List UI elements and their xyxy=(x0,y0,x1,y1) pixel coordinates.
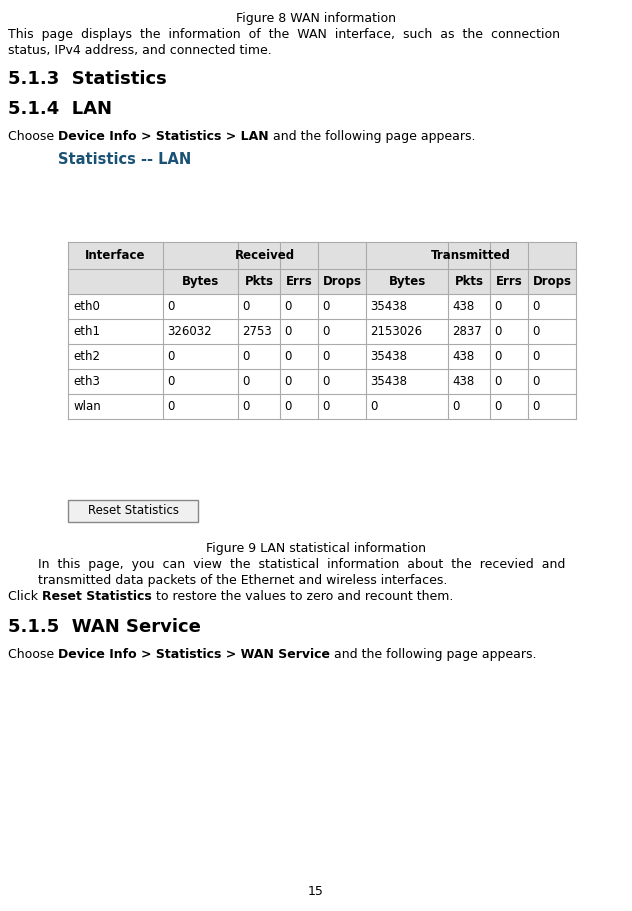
Text: 15: 15 xyxy=(308,885,324,898)
Bar xyxy=(68,242,576,269)
Text: to restore the values to zero and recount them.: to restore the values to zero and recoun… xyxy=(152,590,453,603)
Text: Click: Click xyxy=(8,590,42,603)
Text: Pkts: Pkts xyxy=(454,275,483,288)
Text: 0: 0 xyxy=(284,350,291,363)
Text: 0: 0 xyxy=(167,350,174,363)
Text: 0: 0 xyxy=(494,400,501,413)
Text: 0: 0 xyxy=(494,300,501,313)
Text: Device Info > Statistics > WAN Service: Device Info > Statistics > WAN Service xyxy=(58,648,330,661)
Text: eth0: eth0 xyxy=(73,300,100,313)
Text: Statistics -- LAN: Statistics -- LAN xyxy=(58,152,191,167)
Text: eth2: eth2 xyxy=(73,350,100,363)
Text: Figure 8 WAN information: Figure 8 WAN information xyxy=(236,12,396,25)
Text: 0: 0 xyxy=(322,375,329,388)
Text: Errs: Errs xyxy=(495,275,523,288)
Text: 5.1.5  WAN Service: 5.1.5 WAN Service xyxy=(8,618,201,636)
Text: 0: 0 xyxy=(242,350,250,363)
Text: 438: 438 xyxy=(452,300,474,313)
Text: 35438: 35438 xyxy=(370,350,407,363)
Text: Drops: Drops xyxy=(533,275,571,288)
Text: 0: 0 xyxy=(242,300,250,313)
Text: In  this  page,  you  can  view  the  statistical  information  about  the  rece: In this page, you can view the statistic… xyxy=(38,558,566,571)
Text: eth3: eth3 xyxy=(73,375,100,388)
Bar xyxy=(68,269,576,294)
Bar xyxy=(68,294,576,319)
Text: 0: 0 xyxy=(242,375,250,388)
Text: 0: 0 xyxy=(167,375,174,388)
Text: 2753: 2753 xyxy=(242,325,272,338)
Text: 35438: 35438 xyxy=(370,300,407,313)
Text: 326032: 326032 xyxy=(167,325,212,338)
Bar xyxy=(68,344,576,369)
Text: 0: 0 xyxy=(284,300,291,313)
Text: Pkts: Pkts xyxy=(245,275,274,288)
Text: 5.1.3  Statistics: 5.1.3 Statistics xyxy=(8,70,167,88)
Text: 0: 0 xyxy=(242,400,250,413)
Text: Figure 9 LAN statistical information: Figure 9 LAN statistical information xyxy=(206,542,426,555)
Text: 0: 0 xyxy=(322,300,329,313)
Text: 0: 0 xyxy=(322,400,329,413)
Text: 0: 0 xyxy=(370,400,377,413)
Text: Bytes: Bytes xyxy=(389,275,425,288)
Text: 35438: 35438 xyxy=(370,375,407,388)
Text: 0: 0 xyxy=(532,350,539,363)
Text: Interface: Interface xyxy=(85,249,146,262)
Text: 0: 0 xyxy=(284,400,291,413)
Text: status, IPv4 address, and connected time.: status, IPv4 address, and connected time… xyxy=(8,44,272,57)
Text: 0: 0 xyxy=(532,325,539,338)
Bar xyxy=(68,369,576,394)
Text: Bytes: Bytes xyxy=(182,275,219,288)
Text: 0: 0 xyxy=(494,375,501,388)
Text: 438: 438 xyxy=(452,375,474,388)
Text: Transmitted: Transmitted xyxy=(431,249,511,262)
Bar xyxy=(68,394,576,419)
Text: 0: 0 xyxy=(532,375,539,388)
Text: 0: 0 xyxy=(532,300,539,313)
Text: 0: 0 xyxy=(284,325,291,338)
Text: Device Info > Statistics > LAN: Device Info > Statistics > LAN xyxy=(58,130,269,143)
Text: wlan: wlan xyxy=(73,400,100,413)
Text: Choose: Choose xyxy=(8,648,58,661)
Text: eth1: eth1 xyxy=(73,325,100,338)
Text: 0: 0 xyxy=(452,400,459,413)
Bar xyxy=(68,319,576,344)
Text: and the following page appears.: and the following page appears. xyxy=(330,648,537,661)
Text: Reset Statistics: Reset Statistics xyxy=(87,505,178,517)
Text: 0: 0 xyxy=(494,350,501,363)
Text: 0: 0 xyxy=(167,300,174,313)
Text: 2153026: 2153026 xyxy=(370,325,422,338)
Text: Reset Statistics: Reset Statistics xyxy=(42,590,152,603)
Text: 5.1.4  LAN: 5.1.4 LAN xyxy=(8,100,112,118)
Text: transmitted data packets of the Ethernet and wireless interfaces.: transmitted data packets of the Ethernet… xyxy=(38,574,447,587)
Text: 0: 0 xyxy=(167,400,174,413)
Text: Drops: Drops xyxy=(322,275,362,288)
Text: 0: 0 xyxy=(284,375,291,388)
Text: 0: 0 xyxy=(322,350,329,363)
Text: This  page  displays  the  information  of  the  WAN  interface,  such  as  the : This page displays the information of th… xyxy=(8,28,560,41)
Text: Choose: Choose xyxy=(8,130,58,143)
Text: 438: 438 xyxy=(452,350,474,363)
Text: and the following page appears.: and the following page appears. xyxy=(269,130,475,143)
FancyBboxPatch shape xyxy=(68,500,198,522)
Text: Errs: Errs xyxy=(286,275,312,288)
Text: 2837: 2837 xyxy=(452,325,482,338)
Text: Received: Received xyxy=(234,249,295,262)
Text: 0: 0 xyxy=(322,325,329,338)
Text: 0: 0 xyxy=(532,400,539,413)
Text: 0: 0 xyxy=(494,325,501,338)
